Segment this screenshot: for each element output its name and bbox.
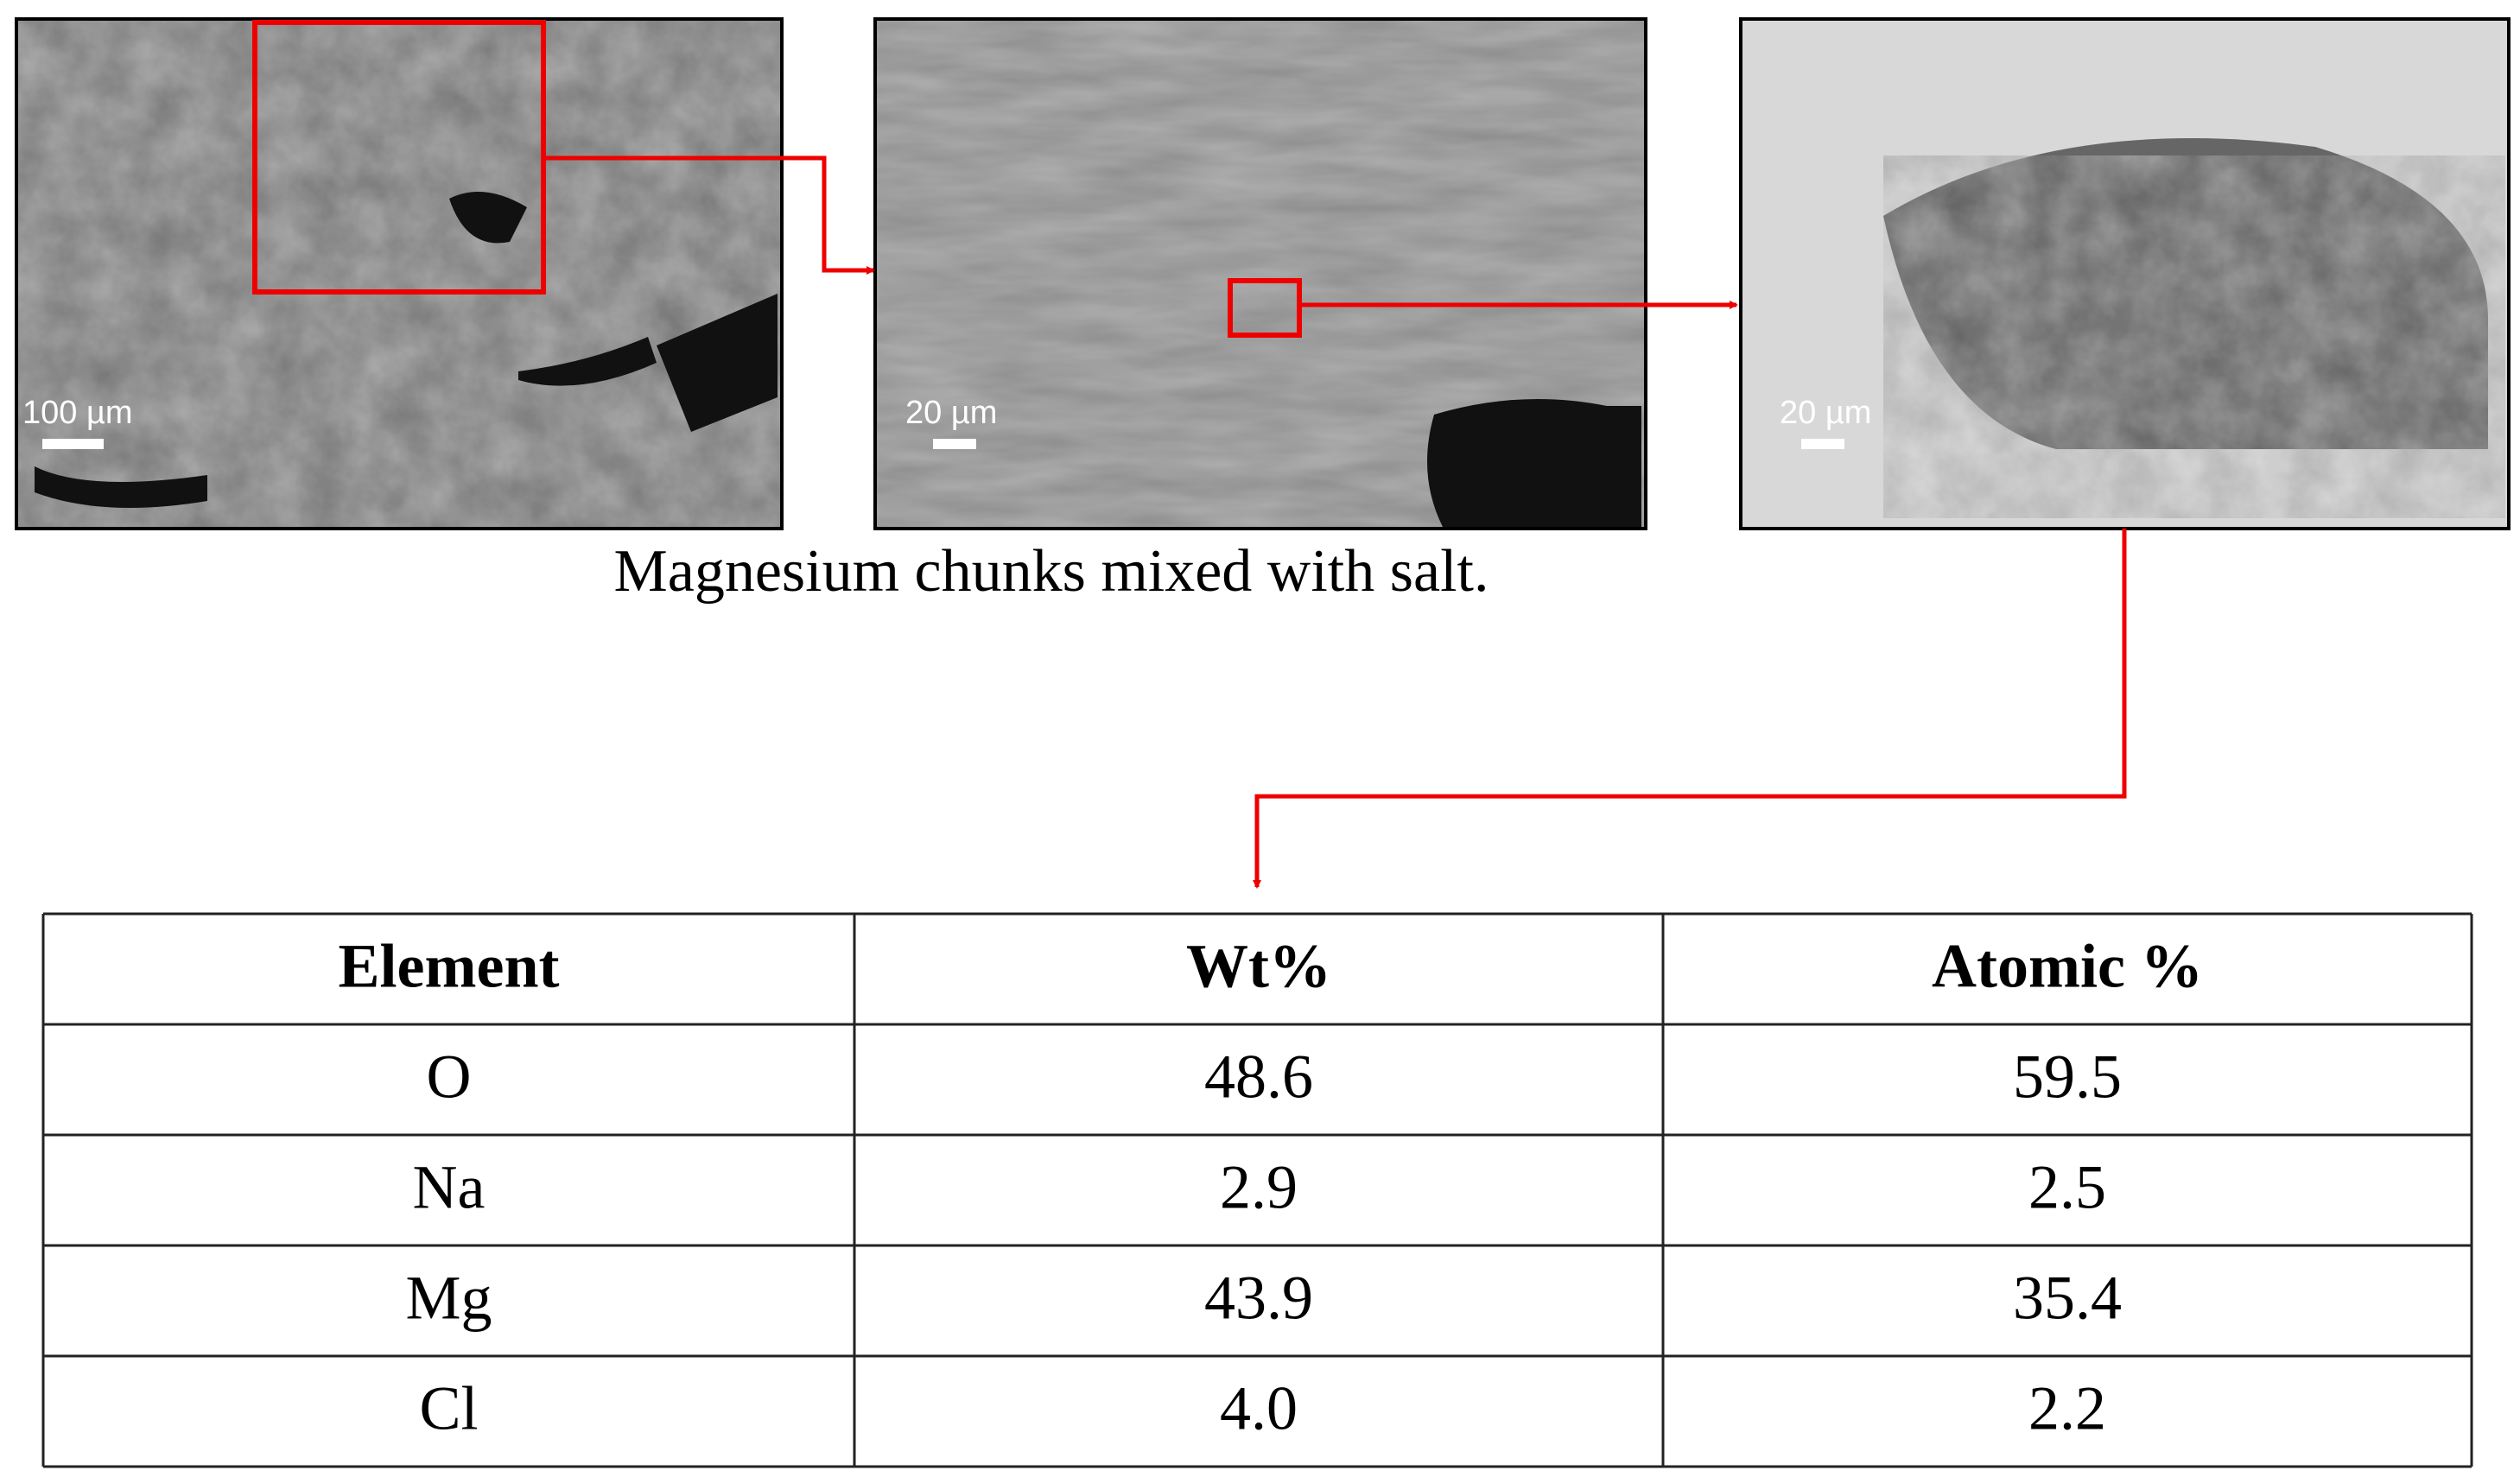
scale-bar (933, 439, 976, 449)
table-cell: 4.0 (1220, 1374, 1298, 1443)
table-header: Atomic % (1932, 932, 2203, 1001)
scale-label: 100 µm (22, 395, 133, 431)
arrow (543, 155, 875, 275)
scale-bar (1801, 439, 1844, 449)
table-cell: Na (413, 1153, 486, 1222)
table: Element Wt% Atomic % O 48.6 59.5 Na 2.9 2.5 Mg 43.… (41, 912, 2473, 1468)
table-cell: 2.5 (2028, 1153, 2106, 1222)
table-cell: 35.4 (2013, 1264, 2122, 1333)
zoom-box (1228, 278, 1302, 338)
table-cell: Mg (405, 1264, 492, 1333)
table-header: Wt% (1186, 932, 1331, 1001)
table-cell: 59.5 (2013, 1043, 2122, 1112)
table-cell: 48.6 (1204, 1043, 1313, 1112)
caption: Magnesium chunks mixed with salt. (614, 538, 1489, 605)
scale-label: 20 µm (1780, 395, 1871, 431)
table-cell: Cl (419, 1374, 478, 1443)
table-cell: 43.9 (1204, 1264, 1313, 1333)
table-cell: 2.9 (1220, 1153, 1298, 1222)
sem-image-3 (1739, 17, 2510, 530)
scale-label: 20 µm (905, 395, 997, 431)
scale-bar (42, 439, 104, 449)
table-cell: O (427, 1043, 472, 1112)
arrow (1253, 529, 2127, 889)
sem-image-2 (873, 17, 1647, 530)
sem-image-1 (15, 17, 784, 530)
table-header: Element (339, 932, 560, 1001)
table-cell: 2.2 (2028, 1374, 2106, 1443)
